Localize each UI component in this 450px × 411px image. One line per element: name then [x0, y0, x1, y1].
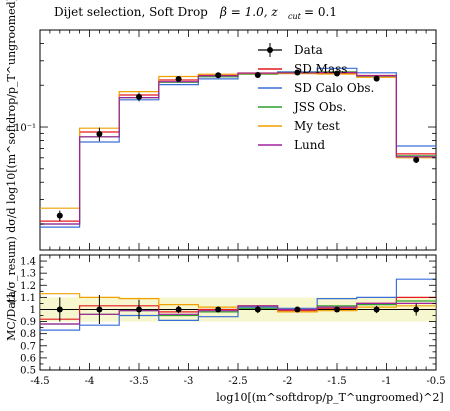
legend-label: Lund: [294, 138, 325, 152]
main-jss-obs-line: [40, 71, 436, 225]
ratio-data-point: [294, 306, 301, 313]
main-data-point: [373, 75, 380, 82]
ratio-y-tick-label: 1: [30, 305, 36, 316]
x-tick-label: -2.5: [228, 376, 247, 387]
main-plot-panel: 10⁻¹: [14, 29, 437, 251]
legend-label: My test: [294, 119, 340, 133]
ratio-data-point: [413, 306, 420, 313]
ratio-y-tick-label: 1.1: [20, 293, 36, 304]
main-sd-massline: [40, 72, 436, 222]
ratio-data-point: [136, 306, 142, 313]
main-data-point: [96, 131, 103, 138]
ratio-data-point: [175, 306, 182, 313]
legend-label: SD Calo Obs.: [294, 81, 374, 95]
main-data-point: [294, 69, 301, 76]
x-tick-label: -1: [382, 376, 392, 387]
ratio-y-tick-label: 0.5: [20, 366, 36, 377]
main-data-point: [413, 156, 420, 163]
main-data-point: [254, 72, 261, 79]
ratio-data-point: [96, 306, 103, 313]
ratio-y-tick-label: 0.8: [20, 329, 36, 340]
x-tick-label: -3.5: [129, 376, 148, 387]
main-sd-calo-obs-line: [40, 67, 436, 228]
legend-label: Data: [294, 43, 323, 57]
ratio-lundline: [40, 302, 436, 325]
ratio-data-point: [373, 306, 380, 313]
legend-label: SD Mass: [294, 62, 347, 76]
x-tick-label: -0.5: [426, 376, 445, 387]
ratio-data-point: [254, 306, 261, 313]
main-data-point: [215, 72, 222, 79]
x-tick-label: -3: [184, 376, 194, 387]
main-data-point: [136, 93, 142, 100]
ratio-y-tick-label: 1.3: [20, 269, 36, 280]
x-axis-label: log10[(m^softdrop/p_T^ungroomed)^2]: [216, 391, 443, 404]
ratio-plot-panel: 0.5 0.60.70.80.911.11.21.31.4 -4.5 -4 -3.5 -3…: [20, 254, 446, 387]
ratio-y-tick-label: 0.9: [20, 317, 36, 328]
x-tick-label: -4: [85, 376, 95, 387]
chart-title-cut: cut: [288, 12, 302, 21]
main-lundline: [40, 71, 436, 225]
main-data-point: [334, 70, 340, 77]
x-tick-label: -2: [283, 376, 293, 387]
ratio-y-tick-label: 0.7: [20, 341, 36, 352]
ratio-y-tick-label: 0.6: [20, 353, 36, 364]
x-tick-label: -1.5: [327, 376, 346, 387]
chart-title: Dijet selection, Soft Drop β = 1.0, z cu…: [54, 5, 337, 21]
ratio-y-tick-label: 1.2: [20, 281, 36, 292]
ratio-y-tick-label: 1.4: [20, 257, 36, 268]
legend-label: JSS Obs.: [292, 100, 346, 114]
chart-title-main: Dijet selection, Soft Drop: [54, 5, 208, 19]
main-y-tick-label: 10⁻¹: [14, 123, 36, 134]
ratio-data-point: [56, 306, 63, 313]
legend: Data SD Mass SD Calo Obs. JSS Obs. My test Lu…: [258, 43, 374, 152]
ratio-data-point: [334, 306, 340, 313]
chart-title-beta: β = 1.0, z: [219, 5, 278, 19]
main-y-axis-label: (1/σ_resum) dσ/d log10[(m^softdrop/p_T^u…: [5, 0, 18, 303]
main-data-point: [56, 212, 63, 219]
ratio-data-point: [215, 306, 222, 313]
x-tick-label: -4.5: [30, 376, 49, 387]
chart-title-zval: = 0.1: [304, 5, 337, 19]
ratio-y-axis-label: MC/Data: [5, 291, 18, 341]
main-data-point: [175, 75, 182, 82]
legend-data-marker: [267, 47, 273, 53]
